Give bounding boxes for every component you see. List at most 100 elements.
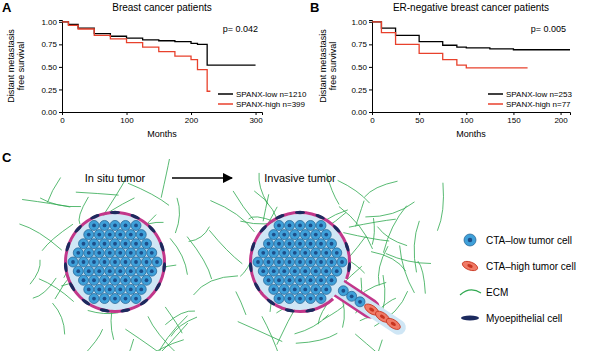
y-axis-title: Distant metastasisfree survival (318, 29, 338, 103)
y-tick: 0.75 (41, 40, 62, 49)
tumor-cell (89, 257, 99, 267)
tumor-cell (100, 239, 110, 249)
y-axis: 0.000.250.500.751.00 (41, 18, 62, 117)
cell-nucleus (76, 251, 80, 255)
tumor-cell (316, 220, 326, 230)
legend-label: SPANX-low n=1210 (236, 90, 307, 99)
myoepithelial-cell (162, 262, 166, 272)
x-tick-label: 100 (460, 116, 474, 125)
ecm-fiber (262, 316, 281, 351)
x-tick: 300 (249, 112, 263, 125)
cell-nucleus (324, 288, 328, 292)
x-tick-mark (127, 112, 128, 115)
cell-nucleus (103, 278, 107, 282)
tumor-cell (295, 239, 305, 249)
cell-nucleus (379, 314, 385, 320)
cell-nucleus (319, 242, 323, 246)
tumor-cell (100, 275, 110, 285)
myoepithelial-cell (344, 241, 350, 252)
cell-nucleus (288, 297, 292, 301)
cell-nucleus (118, 288, 122, 292)
x-tick-mark (256, 112, 257, 115)
panel-letter: C (2, 150, 12, 165)
cell-nucleus (303, 269, 307, 273)
ecm-fiber (355, 334, 391, 351)
tumor-cell (105, 284, 115, 294)
cell-nucleus (118, 233, 122, 237)
cell-nucleus (319, 224, 323, 228)
y-tick-mark (369, 22, 372, 23)
legend: SPANX-low n=253SPANX-high n=77 (488, 90, 572, 109)
cell-nucleus (82, 260, 86, 264)
tumor-cell (94, 284, 104, 294)
ecm-fiber (374, 340, 382, 351)
cell-nucleus (314, 251, 318, 255)
ecm-fiber (400, 245, 415, 292)
y-tick: 1.00 (351, 18, 372, 27)
tumor-cell (105, 230, 115, 240)
cta-high-cell (384, 316, 402, 332)
cell-nucleus (92, 278, 96, 282)
tumor-cell (300, 266, 310, 276)
cell-nucleus (335, 251, 339, 255)
y-axis-title: Distant metastasisfree survival (6, 29, 26, 103)
survival-curve (62, 22, 210, 91)
cell-nucleus (129, 233, 133, 237)
tumor-cell (295, 220, 305, 230)
x-tick: 100 (120, 112, 134, 125)
ecm-fiber (165, 307, 182, 333)
tumor-cell (321, 230, 331, 240)
myoepithelial-cell (159, 241, 165, 252)
cell-nucleus (87, 288, 91, 292)
x-tick-mark (513, 112, 514, 115)
cell-nucleus (298, 297, 302, 301)
cell-nucleus (103, 224, 107, 228)
y-axis-title-line: Distant metastasis (6, 29, 16, 103)
y-axis-line (59, 21, 63, 113)
tumor-cell (300, 284, 310, 294)
tumor-cell (337, 257, 347, 267)
tumor-cell (332, 266, 342, 276)
x-tick-label: 50 (415, 116, 424, 125)
tumor-cell (84, 266, 94, 276)
cell-nucleus (277, 224, 281, 228)
tumor-cell (121, 239, 131, 249)
ecm-fiber (187, 237, 211, 279)
tumor-cell (290, 284, 300, 294)
ecm-fiber (296, 333, 338, 343)
cell-nucleus (350, 294, 354, 298)
cell-nucleus (129, 288, 133, 292)
myoepithelial-cell (74, 224, 83, 234)
cell-nucleus (272, 251, 276, 255)
myoepithelial-cell (249, 262, 253, 272)
cell-nucleus (97, 251, 101, 255)
cell-nucleus (97, 288, 101, 292)
cell-nucleus (309, 278, 313, 282)
tumor-cell (126, 266, 136, 276)
myoepithelial-cell (90, 213, 101, 220)
tumor-cell (274, 220, 284, 230)
tumor-cell (84, 248, 94, 258)
tumor-cell (147, 266, 157, 276)
ecm-fiber (365, 202, 414, 217)
x-axis-line (63, 113, 263, 116)
legend-swatch (218, 103, 233, 105)
tumor-cell (464, 234, 476, 246)
ecm-fiber (161, 159, 169, 198)
tumor-cell (316, 275, 326, 285)
cell-nucleus (358, 300, 362, 304)
tumor-cell (327, 257, 337, 267)
myoepithelial-cell (147, 224, 156, 234)
myoepithelial-cell (81, 298, 91, 307)
cell-nucleus (139, 288, 143, 292)
tumor-cell (89, 275, 99, 285)
y-axis-title-line: Distant metastasis (318, 29, 328, 103)
cell-nucleus (108, 251, 112, 255)
cell-nucleus (314, 233, 318, 237)
myoepithelial-cell (68, 282, 76, 292)
tumor-cell (321, 284, 331, 294)
myoepithelial-cell (275, 213, 286, 220)
cell-nucleus (134, 224, 138, 228)
y-tick-label: 1.00 (351, 18, 367, 27)
y-tick-mark (369, 67, 372, 68)
